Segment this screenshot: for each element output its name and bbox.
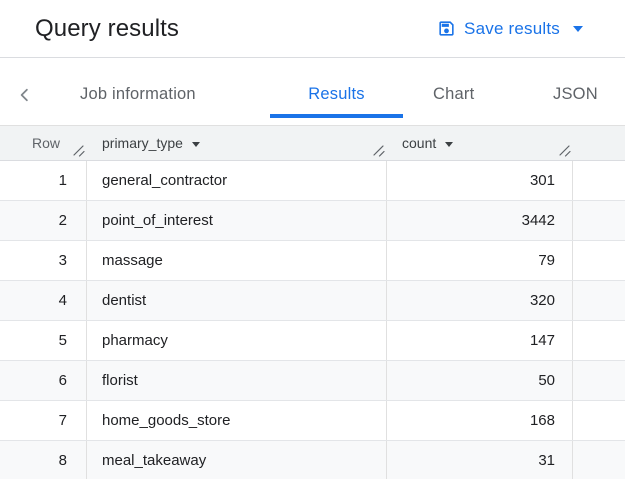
- count-cell: 320: [387, 281, 573, 320]
- filler-cell: [573, 281, 625, 320]
- column-resize-handle-icon[interactable]: [72, 144, 85, 157]
- sort-caret-icon[interactable]: [445, 141, 454, 147]
- column-resize-handle-icon[interactable]: [372, 144, 385, 157]
- count-cell: 3442: [387, 201, 573, 240]
- primary-type-cell: general_contractor: [87, 161, 387, 200]
- page-title: Query results: [35, 14, 180, 42]
- filler-cell: [573, 361, 625, 400]
- tab-json[interactable]: JSON: [553, 85, 598, 103]
- filler-cell: [573, 401, 625, 440]
- table-row: 6 florist 50: [0, 361, 625, 401]
- caret-down-icon: [573, 25, 583, 32]
- row-number-cell: 5: [0, 321, 87, 360]
- count-cell: 168: [387, 401, 573, 440]
- column-header-primary-type: primary_type: [87, 126, 387, 160]
- count-cell: 31: [387, 441, 573, 479]
- chevron-left-icon: [20, 88, 28, 102]
- tab-results[interactable]: Results: [308, 85, 365, 103]
- save-icon: [437, 19, 456, 38]
- row-number-cell: 6: [0, 361, 87, 400]
- save-results-label: Save results: [464, 18, 560, 38]
- tab-job-information[interactable]: Job information: [80, 85, 196, 103]
- primary-type-cell: meal_takeaway: [87, 441, 387, 479]
- table-row: 7 home_goods_store 168: [0, 401, 625, 441]
- column-resize-handle-icon[interactable]: [558, 144, 571, 157]
- table-row: 4 dentist 320: [0, 281, 625, 321]
- primary-type-cell: florist: [87, 361, 387, 400]
- count-cell: 301: [387, 161, 573, 200]
- tab-chart[interactable]: Chart: [433, 85, 475, 103]
- column-header-filler: [573, 126, 625, 160]
- scroll-tabs-left-button[interactable]: [12, 82, 38, 108]
- column-header-count: count: [387, 126, 573, 160]
- tabbar: Job information Results Chart JSON: [0, 58, 625, 125]
- sort-caret-icon[interactable]: [191, 141, 200, 147]
- titlebar: Query results Save results: [0, 0, 625, 58]
- filler-cell: [573, 201, 625, 240]
- column-header-primary-type-label: primary_type: [102, 135, 183, 151]
- primary-type-cell: home_goods_store: [87, 401, 387, 440]
- table-row: 2 point_of_interest 3442: [0, 201, 625, 241]
- results-table: Row primary_type count: [0, 125, 625, 479]
- primary-type-cell: massage: [87, 241, 387, 280]
- count-cell: 79: [387, 241, 573, 280]
- table-body: 1 general_contractor 301 2 point_of_interest…: [0, 161, 625, 479]
- count-cell: 147: [387, 321, 573, 360]
- active-tab-underline: [270, 114, 403, 118]
- filler-cell: [573, 241, 625, 280]
- table-row: 1 general_contractor 301: [0, 161, 625, 201]
- primary-type-cell: point_of_interest: [87, 201, 387, 240]
- row-number-cell: 7: [0, 401, 87, 440]
- column-header-row: Row: [0, 126, 87, 160]
- table-row: 8 meal_takeaway 31: [0, 441, 625, 479]
- row-number-cell: 2: [0, 201, 87, 240]
- row-number-cell: 4: [0, 281, 87, 320]
- table-row: 5 pharmacy 147: [0, 321, 625, 361]
- primary-type-cell: dentist: [87, 281, 387, 320]
- column-header-count-label: count: [402, 135, 437, 151]
- primary-type-cell: pharmacy: [87, 321, 387, 360]
- filler-cell: [573, 441, 625, 479]
- count-cell: 50: [387, 361, 573, 400]
- row-number-cell: 1: [0, 161, 87, 200]
- save-results-button[interactable]: Save results: [437, 0, 583, 57]
- row-number-cell: 3: [0, 241, 87, 280]
- filler-cell: [573, 161, 625, 200]
- row-number-cell: 8: [0, 441, 87, 479]
- table-row: 3 massage 79: [0, 241, 625, 281]
- filler-cell: [573, 321, 625, 360]
- column-header-row-label: Row: [32, 135, 61, 151]
- table-header-row: Row primary_type count: [0, 125, 625, 161]
